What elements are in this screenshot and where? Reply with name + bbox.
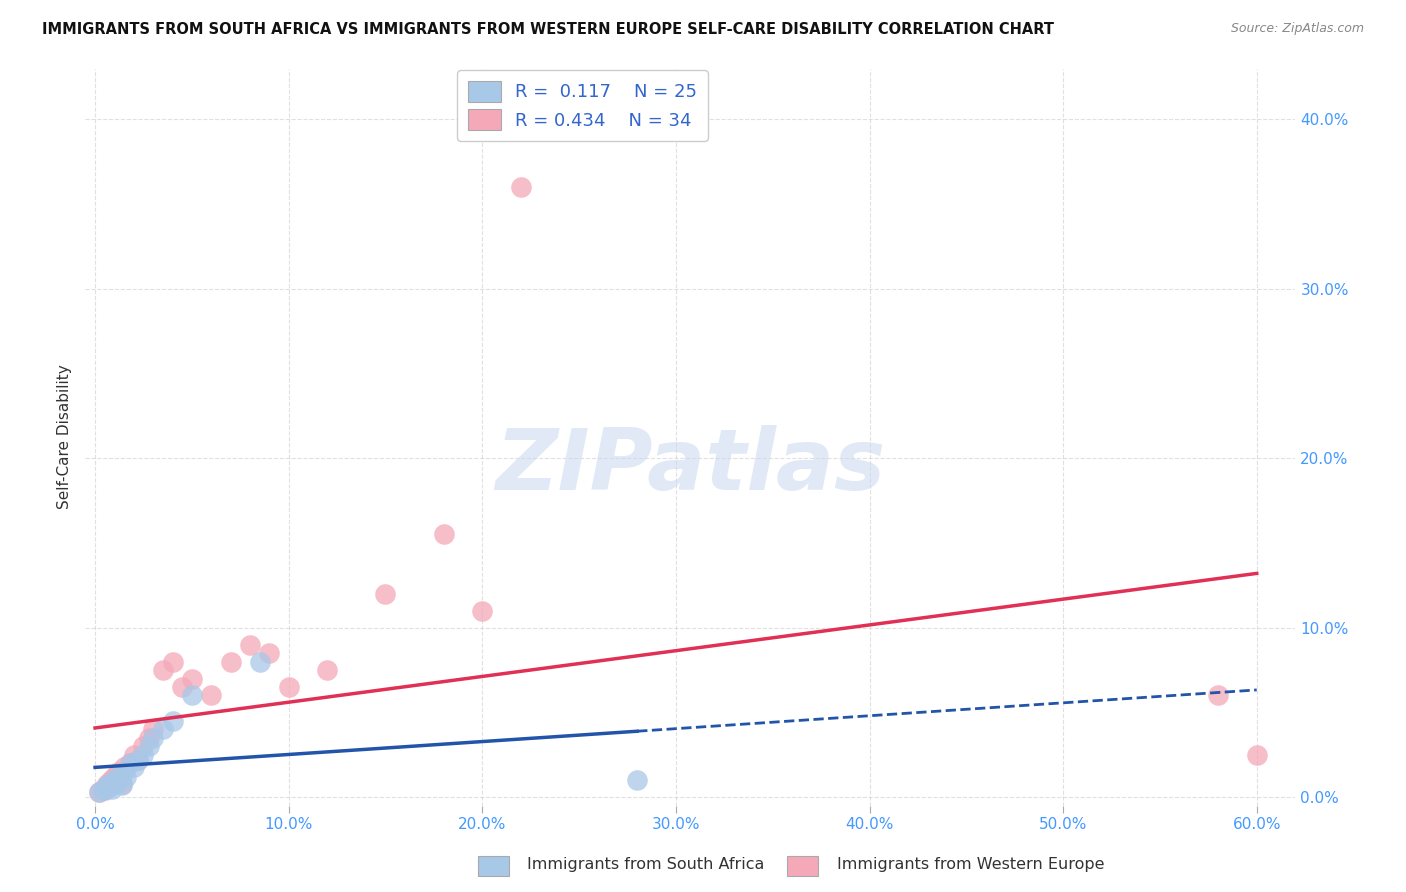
- Text: Immigrants from Western Europe: Immigrants from Western Europe: [837, 857, 1104, 872]
- Point: [162, 655, 184, 669]
- Point: [107, 764, 129, 779]
- Point: [432, 527, 454, 541]
- Point: [107, 770, 129, 784]
- Point: [132, 739, 155, 754]
- Point: [118, 756, 141, 771]
- Point: [249, 655, 271, 669]
- Point: [122, 759, 145, 773]
- Point: [91, 781, 114, 796]
- Text: Immigrants from South Africa: Immigrants from South Africa: [527, 857, 765, 872]
- Point: [180, 689, 202, 703]
- Point: [97, 780, 120, 794]
- Point: [110, 773, 132, 788]
- Point: [110, 770, 132, 784]
- Point: [112, 764, 135, 779]
- Point: [239, 638, 262, 652]
- Point: [103, 773, 125, 788]
- Point: [127, 753, 149, 767]
- Y-axis label: Self-Care Disability: Self-Care Disability: [58, 365, 72, 509]
- Text: ZIPatlas: ZIPatlas: [495, 425, 886, 508]
- Point: [259, 646, 281, 660]
- Point: [142, 731, 165, 745]
- Point: [138, 731, 160, 745]
- Point: [277, 680, 299, 694]
- Point: [118, 756, 141, 771]
- Point: [100, 776, 122, 790]
- Point: [142, 723, 165, 737]
- Point: [105, 773, 128, 788]
- Point: [471, 604, 494, 618]
- Point: [111, 776, 134, 790]
- Point: [152, 663, 174, 677]
- Point: [105, 776, 128, 790]
- Point: [200, 689, 222, 703]
- Point: [93, 783, 115, 797]
- Point: [93, 781, 115, 796]
- Point: [180, 672, 202, 686]
- Point: [626, 773, 648, 788]
- Point: [101, 776, 124, 790]
- Point: [97, 780, 120, 794]
- Point: [87, 785, 110, 799]
- Point: [96, 778, 118, 792]
- Point: [152, 723, 174, 737]
- Point: [115, 770, 138, 784]
- Point: [138, 739, 160, 754]
- Point: [219, 655, 242, 669]
- Point: [96, 776, 118, 790]
- Point: [132, 747, 155, 762]
- Point: [101, 781, 124, 796]
- Point: [1246, 747, 1268, 762]
- Text: IMMIGRANTS FROM SOUTH AFRICA VS IMMIGRANTS FROM WESTERN EUROPE SELF-CARE DISABIL: IMMIGRANTS FROM SOUTH AFRICA VS IMMIGRAN…: [42, 22, 1054, 37]
- Point: [162, 714, 184, 728]
- Legend: R =  0.117    N = 25, R = 0.434    N = 34: R = 0.117 N = 25, R = 0.434 N = 34: [457, 70, 709, 141]
- Point: [316, 663, 339, 677]
- Text: Source: ZipAtlas.com: Source: ZipAtlas.com: [1230, 22, 1364, 36]
- Point: [510, 180, 533, 194]
- Point: [1206, 689, 1229, 703]
- Point: [111, 778, 134, 792]
- Point: [374, 587, 396, 601]
- Point: [122, 747, 145, 762]
- Point: [172, 680, 194, 694]
- Point: [100, 773, 122, 788]
- Point: [112, 759, 135, 773]
- Point: [87, 785, 110, 799]
- Point: [91, 783, 114, 797]
- Point: [127, 753, 149, 767]
- Point: [103, 770, 125, 784]
